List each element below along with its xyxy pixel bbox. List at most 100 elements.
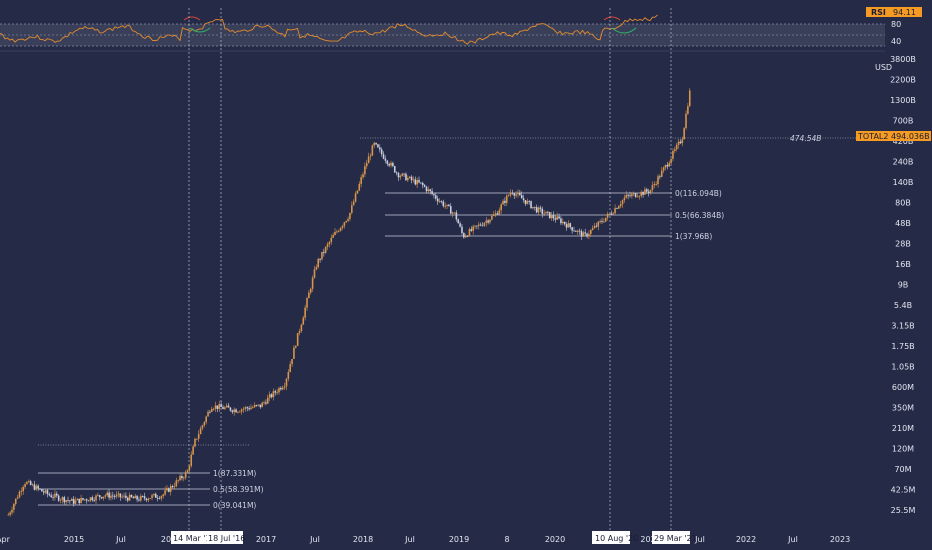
date-marker-badge-1 <box>171 531 207 544</box>
candle-body <box>311 277 314 289</box>
candle-body <box>601 220 603 222</box>
candle-body <box>257 404 260 406</box>
candle-body <box>453 212 456 214</box>
candle-body <box>321 251 323 260</box>
candle-body <box>431 191 433 194</box>
candle-body <box>347 218 349 221</box>
time-axis: Apr 2015 Jul 20 2017 Jul 2018 Jul 2019 8 2020 202 Ju… <box>0 531 850 544</box>
candle-body <box>455 212 458 220</box>
candle-body <box>384 158 387 161</box>
candle-body <box>541 208 544 214</box>
candle-body <box>399 175 402 178</box>
candle-body <box>423 185 426 187</box>
candle-body <box>334 231 336 236</box>
symbol-name: TOTAL2 <box>857 132 888 141</box>
candle-body <box>272 391 275 398</box>
candle-body <box>113 496 116 497</box>
candle-body <box>390 162 392 166</box>
candle-body <box>373 142 376 146</box>
candle-body <box>91 497 94 501</box>
time-tick-label: 2017 <box>256 535 276 544</box>
candle-body <box>463 233 465 238</box>
candle-body <box>580 231 583 237</box>
candle-body <box>662 167 665 171</box>
candle-body <box>395 172 398 174</box>
candle-body <box>39 488 41 490</box>
candle-body <box>252 407 254 408</box>
rsi-bottom-arc-2016 <box>189 27 211 33</box>
candle-body <box>517 192 519 195</box>
candle-body <box>515 194 517 196</box>
candle-body <box>371 145 374 156</box>
candle-body <box>300 324 303 331</box>
candle-series <box>7 88 691 517</box>
date-marker-badge-3 <box>592 531 630 544</box>
price-tick-label: 350M <box>892 404 914 413</box>
price-tick-label: 1.75B <box>891 342 914 351</box>
candle-body <box>649 189 652 193</box>
candle-body <box>614 208 616 214</box>
candle-body <box>425 186 428 192</box>
candle-body <box>80 498 82 504</box>
candle-body <box>401 173 404 176</box>
candle-body <box>235 409 237 413</box>
price-tick-label: 1.05B <box>891 363 914 372</box>
candle-body <box>285 378 288 387</box>
candle-body <box>283 386 286 388</box>
candle-body <box>571 227 573 231</box>
candle-body <box>543 213 545 215</box>
candle-body <box>688 90 691 107</box>
rsi-top-arc-2016 <box>183 16 201 21</box>
candle-body <box>41 489 43 492</box>
candle-body <box>26 482 28 485</box>
candle-body <box>147 498 150 501</box>
candle-body <box>134 495 137 499</box>
date-marker-label-3: 10 Aug '20 <box>595 534 638 543</box>
candle-body <box>175 480 178 487</box>
candle-body <box>201 425 204 429</box>
candle-body <box>421 182 424 186</box>
candle-body <box>502 200 504 205</box>
candle-body <box>97 495 99 497</box>
candle-body <box>369 155 372 157</box>
candle-body <box>270 394 273 398</box>
candle-body <box>451 212 454 214</box>
price-tick-label: 80B <box>895 199 911 208</box>
candle-body <box>356 190 359 194</box>
candle-body <box>659 176 661 178</box>
candle-body <box>483 222 486 226</box>
price-tick-label: 210M <box>892 424 914 433</box>
candle-body <box>629 195 631 197</box>
candle-body <box>209 411 211 413</box>
candle-body <box>102 496 105 499</box>
candle-body <box>84 499 86 501</box>
candle-body <box>584 232 586 234</box>
candle-body <box>143 496 146 499</box>
candle-body <box>386 160 389 164</box>
candle-body <box>85 499 88 501</box>
candle-body <box>683 128 685 140</box>
candle-body <box>65 500 67 503</box>
candle-body <box>446 204 448 206</box>
candle-body <box>115 494 118 497</box>
candle-body <box>550 214 553 219</box>
candle-body <box>315 267 318 270</box>
candle-body <box>449 206 452 214</box>
candle-body <box>188 465 191 471</box>
time-tick-label: 20 <box>161 535 171 544</box>
candle-body <box>57 495 60 501</box>
candle-body <box>468 229 471 237</box>
candle-body <box>444 205 446 207</box>
symbol-price: 494.036B <box>891 132 930 141</box>
candle-body <box>289 364 291 372</box>
candle-body <box>108 492 110 498</box>
candle-body <box>489 219 491 223</box>
candle-body <box>263 402 265 404</box>
fib-upper-0-label: 0(116.094B) <box>675 189 722 198</box>
candle-body <box>520 195 523 199</box>
candle-body <box>242 408 245 410</box>
candle-body <box>636 196 639 198</box>
candle-body <box>657 176 659 185</box>
fib-upper-1-label: 1(37.96B) <box>675 232 712 241</box>
